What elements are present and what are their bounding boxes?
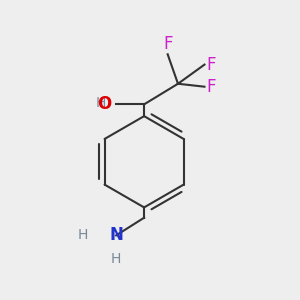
Text: H: H bbox=[78, 228, 88, 242]
Text: N: N bbox=[109, 226, 123, 244]
Text: F: F bbox=[163, 35, 172, 53]
Text: F: F bbox=[207, 56, 216, 74]
Text: F: F bbox=[207, 78, 216, 96]
Text: O: O bbox=[98, 95, 112, 113]
Text: H: H bbox=[95, 96, 106, 110]
Text: H: H bbox=[111, 252, 121, 266]
